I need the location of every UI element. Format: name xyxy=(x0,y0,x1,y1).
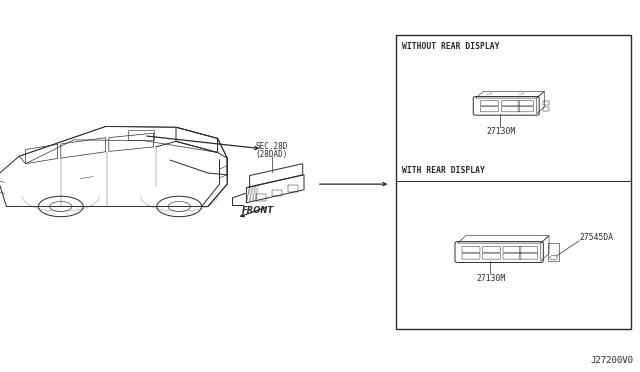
Bar xyxy=(548,243,559,262)
Bar xyxy=(288,185,298,192)
Bar xyxy=(128,130,154,140)
Bar xyxy=(256,194,266,201)
Bar xyxy=(543,107,549,111)
Text: 27130M: 27130M xyxy=(476,273,506,283)
Text: WITHOUT REAR DISPLAY: WITHOUT REAR DISPLAY xyxy=(402,42,499,51)
Text: 27545DA: 27545DA xyxy=(580,232,614,242)
Text: WITH REAR DISPLAY: WITH REAR DISPLAY xyxy=(402,166,484,175)
Bar xyxy=(396,35,631,329)
Text: FRONT: FRONT xyxy=(242,206,274,215)
Text: (28DAD): (28DAD) xyxy=(256,150,288,159)
Text: J27200V0: J27200V0 xyxy=(591,356,634,365)
Bar xyxy=(543,101,549,105)
Text: SEC.28D: SEC.28D xyxy=(256,142,288,151)
Bar xyxy=(272,190,282,196)
Text: 27130M: 27130M xyxy=(486,128,516,137)
